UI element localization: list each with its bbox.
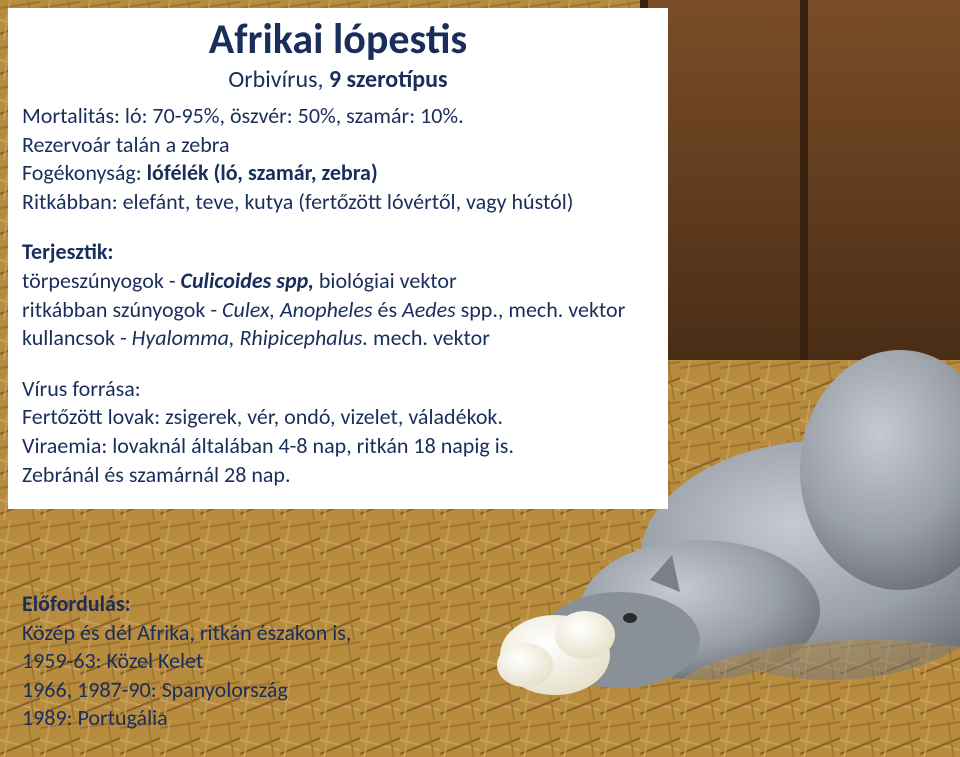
occurrence-line-4: 1989: Portugália	[22, 704, 351, 733]
subtitle-bold: 9 szerotípus	[329, 65, 448, 94]
rarer-line: Ritkábban: elefánt, teve, kutya (fertőzö…	[22, 188, 654, 217]
text-panel: Afrikai lópestis Orbivírus, 9 szerotípus…	[8, 8, 668, 509]
virus-line-1: Fertőzött lovak: zsigerek, vér, ondó, vi…	[22, 403, 654, 432]
occurrence-heading: Előfordulás:	[22, 590, 351, 619]
occurrence-block: Előfordulás: Közép és dél Afrika, ritkán…	[22, 590, 351, 733]
title: Afrikai lópestis	[22, 14, 654, 65]
spread-line-2: ritkábban szúnyogok - Culex, Anopheles é…	[22, 296, 654, 325]
virus-line-3: Zebránál és szamárnál 28 nap.	[22, 461, 654, 490]
virus-heading: Vírus forrása:	[22, 375, 654, 404]
occurrence-line-2: 1959-63: Közel Kelet	[22, 647, 351, 676]
mortality-line: Mortalitás: ló: 70-95%, öszvér: 50%, sza…	[22, 102, 654, 131]
susceptibility-line: Fogékonyság: lófélék (ló, szamár, zebra)	[22, 159, 654, 188]
reservoir-line: Rezervoár talán a zebra	[22, 131, 654, 160]
subtitle: Orbivírus, 9 szerotípus	[22, 65, 654, 94]
spread-line-1: törpeszúnyogok - Culicoides spp, biológi…	[22, 267, 654, 296]
body-text: Mortalitás: ló: 70-95%, öszvér: 50%, sza…	[22, 102, 654, 489]
subtitle-prefix: Orbivírus,	[228, 65, 329, 94]
spread-heading: Terjesztik:	[22, 238, 654, 267]
occurrence-line-1: Közép és dél Afrika, ritkán északon is,	[22, 619, 351, 648]
virus-line-2: Viraemia: lovaknál általában 4-8 nap, ri…	[22, 432, 654, 461]
occurrence-line-3: 1966, 1987-90: Spanyolország	[22, 676, 351, 705]
spread-line-3: kullancsok - Hyalomma, Rhipicephalus. me…	[22, 324, 654, 353]
